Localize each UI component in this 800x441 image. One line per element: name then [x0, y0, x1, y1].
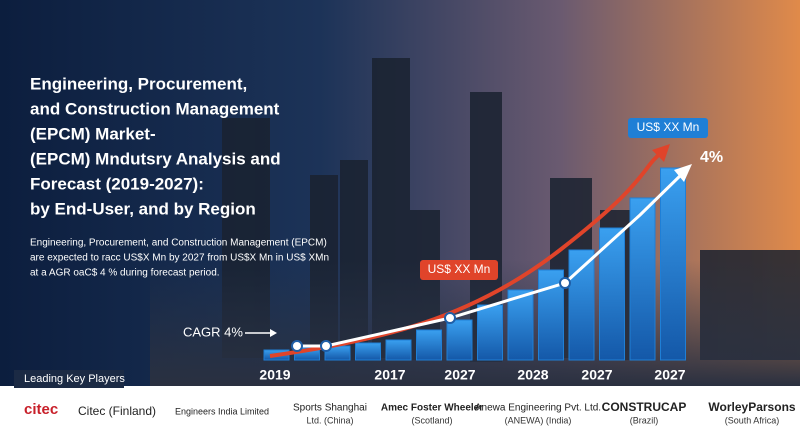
bar: [629, 197, 656, 361]
logo: citec: [24, 401, 58, 418]
x-label: 2027: [654, 367, 685, 383]
player-name: Amec Foster Wheeler: [381, 403, 483, 414]
trend-dots: [291, 277, 571, 352]
title-line: Forecast (2019-2027):: [30, 174, 204, 193]
bar: [446, 319, 473, 361]
bar: [416, 329, 442, 361]
players-heading: Leading Key Players: [24, 373, 125, 385]
x-label: 2027: [581, 367, 612, 383]
x-label: 2019: [259, 367, 290, 383]
player-sub: Ltd. (China): [306, 415, 353, 425]
title-line: by End-User, and by Region: [30, 199, 256, 218]
bar: [355, 342, 381, 361]
player-name: CONSTRUCAP: [602, 400, 687, 414]
player-name: Engineers India Limited: [175, 406, 269, 416]
title-line: and Construction Management: [30, 99, 280, 118]
bar: [660, 167, 686, 361]
body-line: are expected to racc US$X Mn by 2027 fro…: [30, 253, 329, 264]
bar: [477, 304, 503, 361]
arrow-head: [674, 164, 692, 182]
cagr-label: CAGR 4%: [183, 324, 243, 339]
player-sub: (South Africa): [725, 415, 780, 425]
players-strip: [0, 386, 800, 436]
callout-box: [628, 118, 708, 138]
trend-curve: [269, 150, 664, 358]
player-name: WorleyParsons: [708, 400, 795, 414]
bar: [385, 339, 412, 361]
callout-box: [420, 260, 498, 280]
x-label: 2017: [374, 367, 405, 383]
player-name: Citec (Finland): [78, 404, 156, 418]
player-name: Sports Shanghai: [293, 403, 367, 414]
body-line: at a AGR oaC$ 4 % during forecast period…: [30, 268, 220, 279]
title-line: (EPCM) Mndutsry Analysis and: [30, 149, 281, 168]
player-sub: (Brazil): [630, 415, 659, 425]
player-sub: (ANEWA) (India): [505, 415, 572, 425]
x-label: 2028: [517, 367, 548, 383]
player-name: Anewa Engineering Pvt. Ltd.: [475, 403, 601, 414]
title-line: Engineering, Procurement,: [30, 74, 247, 93]
growth-label: 4%: [700, 149, 723, 166]
arrow-head: [270, 329, 277, 337]
player-sub: (Scotland): [411, 415, 452, 425]
ground: [150, 260, 800, 386]
callout-mid: US$ XX Mn: [428, 262, 491, 276]
x-label: 2027: [444, 367, 475, 383]
players-heading-box: [14, 370, 124, 388]
bar: [507, 289, 534, 361]
callout-top: US$ XX Mn: [637, 120, 700, 134]
body-line: Engineering, Procurement, and Constructi…: [30, 238, 327, 249]
bar: [599, 227, 625, 361]
arrow-head: [652, 144, 670, 162]
title-line: (EPCM) Market-: [30, 124, 156, 143]
